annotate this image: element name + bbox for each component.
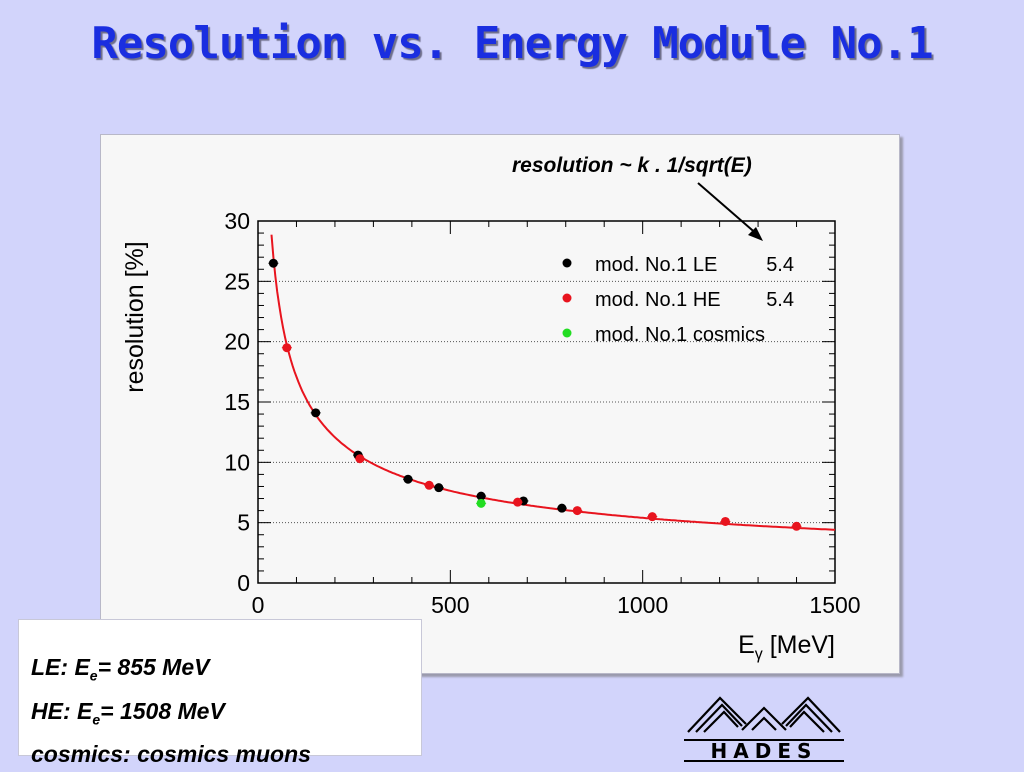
y-tick-label: 20: [224, 329, 250, 355]
data-point: [476, 491, 486, 501]
data-point: [355, 454, 365, 464]
y-tick-label: 10: [224, 449, 250, 475]
y-tick-label: 5: [237, 510, 250, 536]
resolution-chart: 0 5 10 15 20 25 30 0 500 1000 1500 mod. No.1 LE 5.4…: [121, 154, 861, 663]
legend-k-value: 5.4: [766, 289, 794, 311]
chart-panel: 0 5 10 15 20 25 30 0 500 1000 1500 mod. No.1 LE 5.4…: [100, 134, 900, 674]
x-tick-label: 1000: [617, 592, 668, 618]
y-tick-label: 0: [237, 570, 250, 596]
y-axis-label: resolution [%]: [121, 241, 149, 392]
slide-title: Resolution vs. Energy Module No.1: [91, 18, 933, 69]
legend-marker: [562, 328, 572, 338]
data-point: [557, 503, 567, 513]
data-point: [647, 512, 657, 522]
y-tick-label: 30: [224, 208, 250, 234]
legend-marker: [562, 258, 572, 268]
data-point: [792, 521, 802, 531]
x-tick-label: 0: [252, 592, 265, 618]
hades-logo: HADES: [684, 696, 844, 763]
data-point: [403, 474, 413, 484]
data-point: [720, 516, 730, 526]
legend-entry: mod. No.1 LE: [595, 254, 717, 276]
grid-lines: [258, 280, 835, 524]
beam-energy-notes: LE: Ee= 855 MeV HE: Ee= 1508 MeV cosmics…: [18, 619, 422, 767]
x-tick-label: 1500: [809, 592, 860, 618]
legend-entry: mod. No.1 cosmics: [595, 324, 765, 346]
data-point: [572, 506, 582, 516]
note-le: LE: Ee= 855 MeV: [31, 654, 210, 684]
y-tick-label: 15: [224, 389, 250, 415]
data-point: [268, 258, 278, 268]
fit-curve: [270, 234, 836, 531]
axis-ticks: [257, 220, 836, 584]
logo-text: HADES: [711, 739, 818, 763]
legend-entry: mod. No.1 HE: [595, 289, 721, 311]
legend-k-value: 5.4: [766, 254, 794, 276]
x-axis-label: Eγ [MeV]: [738, 631, 835, 663]
data-point: [311, 408, 321, 418]
data-point: [424, 480, 434, 490]
data-point: [282, 343, 292, 353]
data-point: [513, 497, 523, 507]
axis-tick-labels: 0 5 10 15 20 25 30 0 500 1000 1500: [224, 208, 860, 618]
y-tick-label: 25: [224, 268, 250, 294]
note-cosmics: cosmics: cosmics muons: [31, 741, 311, 768]
data-point: [476, 498, 486, 508]
note-he: HE: Ee= 1508 MeV: [31, 697, 225, 728]
fit-annotation: resolution ~ k . 1/sqrt(E): [512, 154, 752, 177]
data-point: [434, 483, 444, 493]
annotation-arrow-line: [697, 182, 760, 237]
annotation-arrowhead: [748, 227, 763, 241]
x-tick-label: 500: [431, 592, 469, 618]
legend-marker: [562, 293, 572, 303]
data-points: [268, 258, 802, 531]
